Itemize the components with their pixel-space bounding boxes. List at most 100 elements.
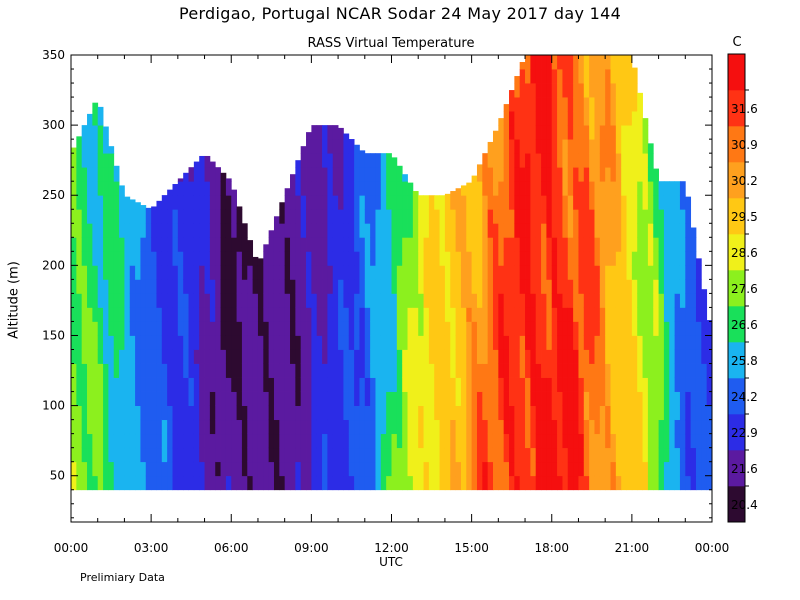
heatmap-cell [338,363,344,378]
heatmap-cell [412,293,419,308]
heatmap-cell [290,335,296,350]
heatmap-cell [519,447,526,463]
heatmap-cell [503,321,510,336]
heatmap-cell [482,377,489,392]
heatmap-cell [482,447,489,463]
heatmap-cell [514,475,521,491]
heatmap-cell [396,335,403,350]
heatmap-cell [124,391,131,406]
heatmap-cell [466,321,473,336]
heatmap-cell [605,237,611,252]
heatmap-cell [407,209,414,224]
heatmap-cell [327,447,334,463]
heatmap-cell [594,55,601,70]
heatmap-cell [273,335,280,350]
heatmap-cell [183,475,189,491]
heatmap-cell [541,279,547,294]
heatmap-cell [257,433,264,449]
heatmap-cell [279,335,286,350]
heatmap-cell [439,377,446,392]
heatmap-cell [621,279,627,294]
heatmap-cell [525,181,531,196]
heatmap-cell [423,377,430,392]
heatmap-cell [412,279,419,294]
heatmap-cell [273,475,280,491]
heatmap-cell [669,419,676,435]
heatmap-cell [663,475,670,491]
heatmap-cell [546,83,553,98]
heatmap-cell [642,153,649,168]
heatmap-cell [391,475,398,491]
heatmap-cell [247,363,254,378]
heatmap-cell [231,335,237,350]
heatmap-cell [108,223,115,238]
heatmap-cell [573,83,579,98]
heatmap-cell [396,363,403,378]
heatmap-cell [557,167,563,182]
heatmap-cell [658,321,665,336]
heatmap-cell [695,447,702,463]
heatmap-cell [338,209,344,224]
heatmap-cell [391,419,398,435]
heatmap-cell [183,223,189,238]
heatmap-cell [514,293,521,308]
heatmap-cell [236,265,243,280]
heatmap-cell [370,167,376,182]
heatmap-cell [396,293,403,308]
heatmap-cell [578,195,585,210]
heatmap-cell [674,335,681,350]
heatmap-cell [252,433,259,449]
heatmap-cell [541,475,547,491]
heatmap-cell [610,391,617,406]
heatmap-cell [108,265,115,280]
heatmap-cell [460,265,467,280]
heatmap-cell [273,251,280,266]
heatmap-cell [71,181,77,196]
heatmap-cell [332,293,339,308]
heatmap-cell [610,321,617,336]
heatmap-cell [615,279,622,294]
heatmap-cell [434,237,440,252]
heatmap-cell [583,279,590,294]
heatmap-cell [615,237,622,252]
heatmap-cell [156,475,163,491]
heatmap-cell [610,461,617,477]
heatmap-cell [92,307,99,322]
heatmap-cell [605,335,611,350]
footnote: Prelimiary Data [80,571,165,584]
heatmap-cell [92,223,99,238]
heatmap-cell [322,125,328,140]
heatmap-cell [375,447,382,463]
heatmap-cell [674,391,681,406]
heatmap-cell [610,349,617,364]
heatmap-cell [370,209,376,224]
heatmap-cell [551,419,558,435]
heatmap-cell [535,433,542,449]
heatmap-cell [647,279,654,294]
heatmap-cell [567,335,574,350]
heatmap-cell [423,195,430,210]
heatmap-cell [455,293,462,308]
heatmap-cell [663,223,670,238]
heatmap-cell [583,391,590,406]
heatmap-cell [332,475,339,491]
heatmap-cell [519,321,526,336]
heatmap-cell [562,69,569,84]
heatmap-cell [119,237,125,252]
heatmap-cell [626,97,633,112]
heatmap-cell [525,69,531,84]
heatmap-cell [679,349,686,364]
heatmap-cell [220,335,227,350]
heatmap-cell [396,419,403,435]
heatmap-cell [615,405,622,421]
heatmap-cell [685,447,692,463]
heatmap-cell [685,377,692,392]
heatmap-cell [241,419,248,435]
heatmap-cell [455,279,462,294]
heatmap-cell [370,419,376,435]
heatmap-cell [418,447,424,463]
heatmap-cell [567,391,574,406]
heatmap-cell [364,293,371,308]
heatmap-cell [615,83,622,98]
heatmap-cell [183,195,189,210]
